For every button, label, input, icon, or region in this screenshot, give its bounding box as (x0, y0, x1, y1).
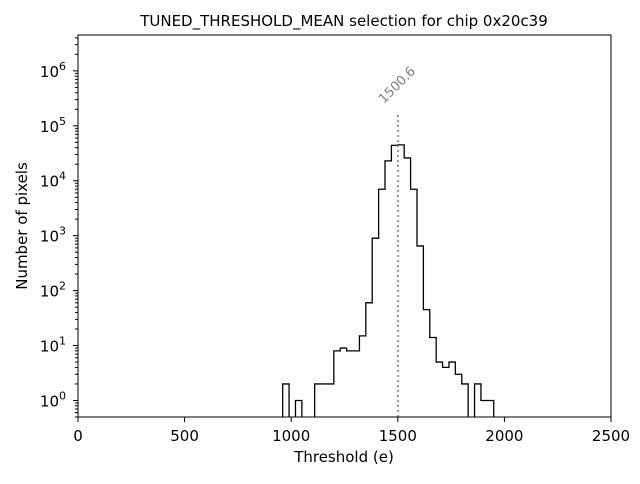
chart-title: TUNED_THRESHOLD_MEAN selection for chip … (139, 12, 548, 31)
y-tick-label: 103 (40, 225, 66, 246)
y-axis-label: Number of pixels (13, 162, 31, 290)
x-axis: 0 500 1000 1500 2000 2500 (73, 417, 630, 445)
y-tick-label: 105 (40, 115, 66, 136)
x-tick-label: 1500 (379, 427, 417, 445)
x-tick-label: 500 (170, 427, 199, 445)
x-tick-label: 1000 (272, 427, 310, 445)
x-tick-label: 2000 (485, 427, 523, 445)
y-tick-label: 104 (40, 170, 66, 191)
x-tick-label: 0 (73, 427, 83, 445)
y-tick-label: 101 (40, 335, 66, 356)
axes-frame (77, 34, 612, 418)
y-tick-label: 100 (40, 389, 66, 410)
y-tick-label: 102 (40, 280, 66, 301)
y-tick-label: 106 (40, 60, 66, 81)
x-axis-label: Threshold (e) (293, 448, 394, 466)
y-axis: 100 101 102 103 104 105 106 (40, 37, 78, 418)
x-tick-label: 2500 (592, 427, 630, 445)
